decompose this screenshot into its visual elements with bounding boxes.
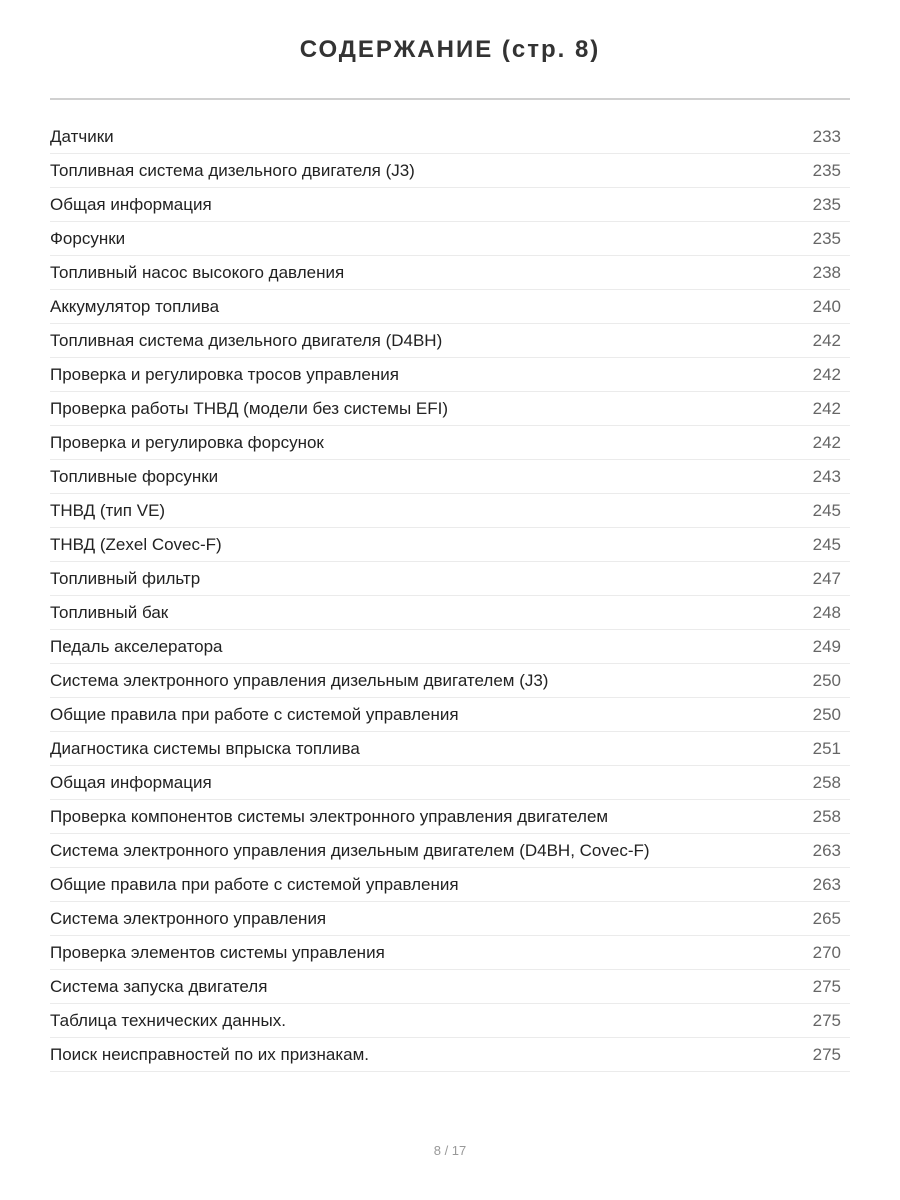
toc-entry: Проверка и регулировка тросов управления… [50, 358, 850, 392]
entry-page: 243 [812, 466, 841, 486]
entry-title: Проверка и регулировка форсунок [50, 432, 324, 452]
entry-page: 263 [812, 840, 841, 860]
entry-title: Система электронного управления [50, 908, 327, 928]
toc-entry: Проверка элементов системы управления 270 [50, 936, 850, 970]
toc-entry: Проверка компонентов системы электронног… [50, 800, 850, 834]
entry-title: Топливная система дизельного двигателя (… [50, 160, 415, 180]
toc-entry: Система запуска двигателя 275 [50, 970, 850, 1004]
entry-title: Общие правила при работе с системой упра… [50, 704, 459, 724]
entry-title: Общая информация [50, 194, 212, 214]
toc-entry: Система электронного управления 265 [50, 902, 850, 936]
toc-entry: Система электронного управления дизельны… [50, 664, 850, 698]
toc-entry: Система электронного управления дизельны… [50, 834, 850, 868]
entry-title: Система электронного управления дизельны… [50, 670, 549, 690]
page-title: СОДЕРЖАНИЕ (стр. 8) [299, 36, 601, 63]
entry-title: Общая информация [50, 772, 212, 792]
toc-entry: Общие правила при работе с системой упра… [50, 868, 850, 902]
pagination: 8 / 17 [433, 1143, 467, 1158]
entry-title: Диагностика системы впрыска топлива [50, 738, 360, 758]
entry-page: 250 [812, 704, 841, 724]
toc-entry: Общая информация 235 [50, 188, 850, 222]
toc-entry: Топливный бак 248 [50, 596, 850, 630]
entry-title: Проверка компонентов системы электронног… [50, 806, 609, 826]
entry-page: 275 [812, 976, 841, 996]
entry-page: 235 [812, 160, 841, 180]
divider [50, 98, 850, 100]
entry-title: Проверка элементов системы управления [50, 942, 385, 962]
entry-page: 270 [812, 942, 841, 962]
toc-entry: Форсунки 235 [50, 222, 850, 256]
entry-title: Топливный фильтр [50, 568, 201, 588]
entry-page: 240 [812, 296, 841, 316]
toc-entry: Педаль акселератора 249 [50, 630, 850, 664]
toc-entry: Топливная система дизельного двигателя (… [50, 324, 850, 358]
entry-page: 238 [812, 262, 841, 282]
entry-title: Датчики [50, 126, 114, 146]
entry-page: 247 [812, 568, 841, 588]
entry-title: ТНВД (тип VE) [50, 500, 166, 520]
entry-title: Проверка и регулировка тросов управления [50, 364, 399, 384]
entry-page: 251 [812, 738, 841, 758]
entry-page: 263 [812, 874, 841, 894]
toc-entry: Общие правила при работе с системой упра… [50, 698, 850, 732]
toc-entry: Аккумулятор топлива 240 [50, 290, 850, 324]
toc-entry: Топливный фильтр 247 [50, 562, 850, 596]
toc-entry: Проверка работы ТНВД (модели без системы… [50, 392, 850, 426]
entry-title: Форсунки [50, 228, 126, 248]
entry-page: 245 [812, 500, 841, 520]
entry-page: 265 [812, 908, 841, 928]
toc-entry: ТНВД (Zexel Covec-F) 245 [50, 528, 850, 562]
toc-entry: Топливные форсунки 243 [50, 460, 850, 494]
entry-title: Аккумулятор топлива [50, 296, 220, 316]
toc-entry: Датчики 233 [50, 120, 850, 154]
entry-title: Таблица технических данных. [50, 1010, 286, 1030]
entry-page: 233 [812, 126, 841, 146]
toc-entry: Топливный насос высокого давления 238 [50, 256, 850, 290]
entry-title: Педаль акселератора [50, 636, 223, 656]
entry-title: Топливные форсунки [50, 466, 219, 486]
toc-entry: ТНВД (тип VE) 245 [50, 494, 850, 528]
entry-title: Поиск неисправностей по их признакам. [50, 1044, 369, 1064]
entry-page: 235 [812, 194, 841, 214]
toc-entry: Проверка и регулировка форсунок 242 [50, 426, 850, 460]
entry-page: 245 [812, 534, 841, 554]
toc-entry: Топливная система дизельного двигателя (… [50, 154, 850, 188]
entry-page: 235 [812, 228, 841, 248]
entry-page: 258 [812, 772, 841, 792]
entry-title: Общие правила при работе с системой упра… [50, 874, 459, 894]
entry-title: ТНВД (Zexel Covec-F) [50, 534, 222, 554]
entry-page: 242 [812, 398, 841, 418]
entry-page: 275 [812, 1010, 841, 1030]
entry-title: Система запуска двигателя [50, 976, 268, 996]
toc-list: Датчики 233 Топливная система дизельного д… [50, 120, 850, 1072]
toc-entry: Диагностика системы впрыска топлива 251 [50, 732, 850, 766]
entry-page: 250 [812, 670, 841, 690]
entry-page: 258 [812, 806, 841, 826]
toc-entry: Таблица технических данных. 275 [50, 1004, 850, 1038]
entry-title: Проверка работы ТНВД (модели без системы… [50, 398, 448, 418]
entry-title: Топливный насос высокого давления [50, 262, 345, 282]
toc-entry: Поиск неисправностей по их признакам. 275 [50, 1038, 850, 1072]
entry-page: 242 [812, 364, 841, 384]
entry-title: Система электронного управления дизельны… [50, 840, 650, 860]
entry-page: 248 [812, 602, 841, 622]
entry-title: Топливная система дизельного двигателя (… [50, 330, 443, 350]
toc-entry: Общая информация 258 [50, 766, 850, 800]
entry-title: Топливный бак [50, 602, 169, 622]
entry-page: 249 [812, 636, 841, 656]
entry-page: 275 [812, 1044, 841, 1064]
entry-page: 242 [812, 432, 841, 452]
entry-page: 242 [812, 330, 841, 350]
